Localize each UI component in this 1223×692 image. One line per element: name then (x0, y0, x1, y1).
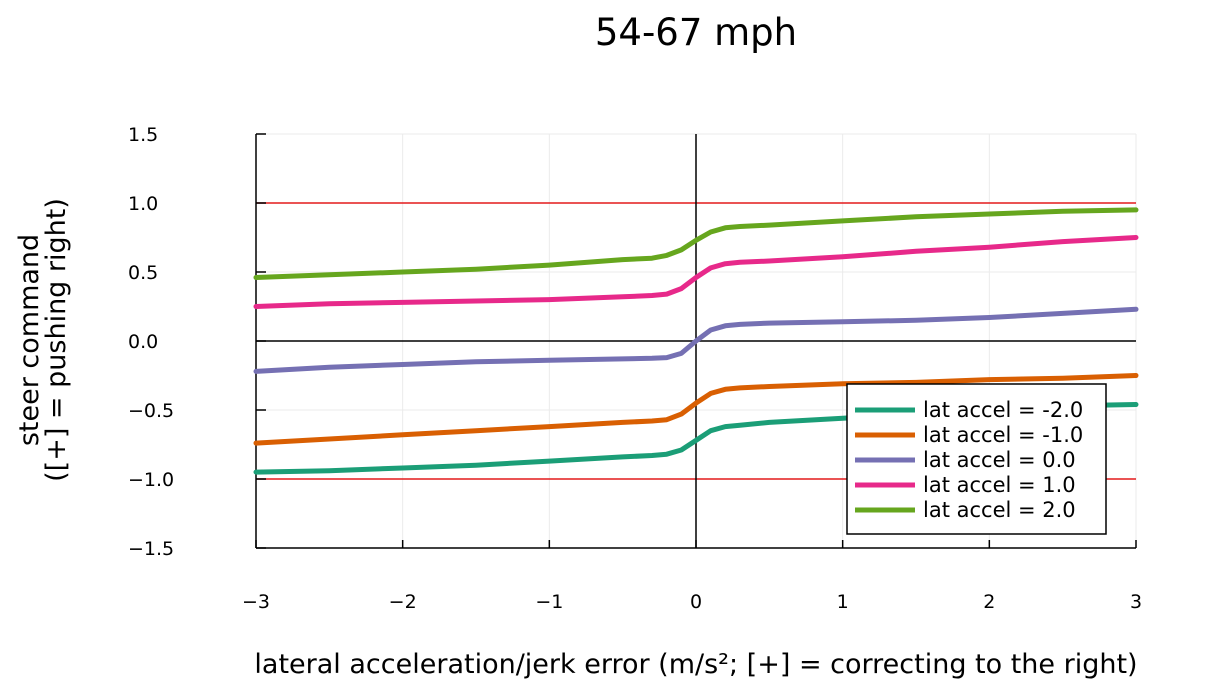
x-tick-label-4: 1 (837, 591, 849, 613)
legend-label-4: lat accel = 2.0 (923, 498, 1076, 522)
legend-label-3: lat accel = 1.0 (923, 473, 1076, 497)
y-tick-label-1: −1.0 (128, 469, 174, 491)
series-line-1 (253, 373, 1139, 446)
x-tick-label-2: −1 (535, 591, 563, 613)
y-tick-label-6: 1.5 (128, 124, 158, 146)
y-axis-label-group: steer command ([+] = pushing right) (14, 198, 72, 482)
x-tick-label-5: 2 (983, 591, 995, 613)
x-axis-label: lateral acceleration/jerk error (m/s²; [… (254, 649, 1137, 680)
series-line-4 (253, 207, 1139, 280)
y-tick-label-5: 1.0 (128, 193, 158, 215)
x-tick-label-1: −2 (389, 591, 417, 613)
legend-label-2: lat accel = 0.0 (923, 448, 1076, 472)
legend-label-0: lat accel = -2.0 (923, 398, 1083, 422)
y-tick-label-2: −0.5 (128, 400, 174, 422)
y-tick-label-4: 0.5 (128, 262, 158, 284)
y-axis-label-line-2: ([+] = pushing right) (41, 198, 72, 482)
series-line-3 (253, 235, 1139, 309)
series-line-2 (253, 306, 1139, 374)
axes: −1.5 −1.0 −0.5 0.0 0.5 1.0 1.5 −3 −2 −1 0 1 2 3 (128, 124, 1142, 613)
x-tick-label-6: 3 (1130, 591, 1142, 613)
chart-title: 54-67 mph (595, 11, 797, 54)
y-axis-label-line-1: steer command (14, 234, 45, 446)
legend-label-1: lat accel = -1.0 (923, 423, 1083, 447)
x-tick-label-3: 0 (690, 591, 702, 613)
y-tick-label-0: −1.5 (128, 538, 174, 560)
x-tick-label-0: −3 (242, 591, 270, 613)
y-tick-label-3: 0.0 (128, 331, 158, 353)
